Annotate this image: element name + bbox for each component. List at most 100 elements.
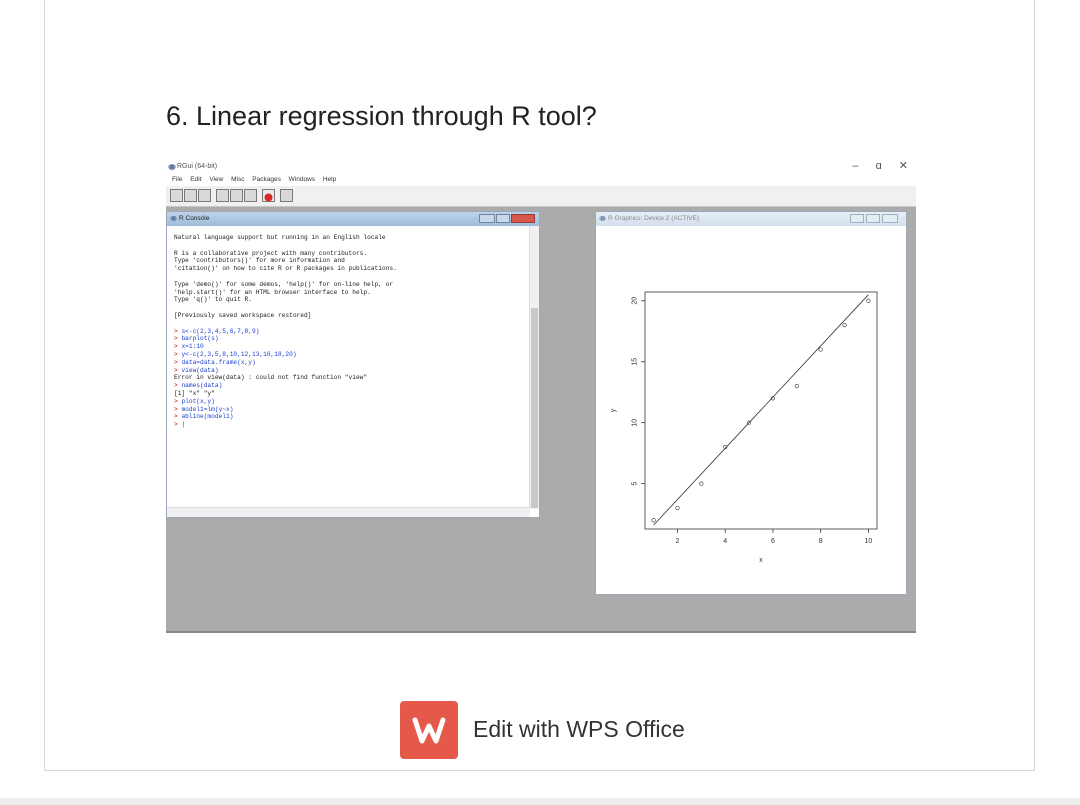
mdi-bottom-edge [166,631,916,633]
console-prompt: > [174,358,182,366]
console-output-line: R is a collaborative project with many c… [174,249,368,257]
y-tick-label: 10 [632,419,639,427]
graphics-close-icon[interactable] [882,214,898,223]
console-command-text: names(data) [181,382,223,390]
x-tick-label: 8 [819,538,823,545]
x-tick-label: 4 [723,538,727,545]
data-point [818,347,823,352]
console-prompt: > [174,327,182,335]
paste-icon[interactable] [230,189,243,202]
console-prompt: > [174,421,182,429]
console-output[interactable]: Natural language support but running in … [174,234,524,429]
mdi-workspace: R R Console Natural language support but… [166,207,916,632]
console-prompt: > [174,397,182,405]
load-workspace-icon[interactable] [184,189,197,202]
x-tick-label: 10 [865,538,873,545]
console-output-line [174,242,524,250]
console-output-line: 'help.start()' for an HTML browser inter… [174,288,371,296]
console-command-text: barplot(s) [181,335,219,343]
data-point [651,518,656,523]
rgui-titlebar: R RGui (64-bit) – ɑ ✕ [166,160,916,174]
console-output-line: [1] "x" "y" [174,389,215,397]
console-command-line: > names(data) [174,382,524,390]
console-minimize-icon[interactable] [479,214,495,223]
page-border-bottom [44,770,1035,771]
console-command-text: data=data.frame(x,y) [181,358,256,366]
stop-icon[interactable] [262,189,275,202]
console-output-line: 'citation()' on how to cite R or R packa… [174,265,397,273]
copy-icon[interactable] [216,189,229,202]
rgui-title: RGui (64-bit) [177,163,218,170]
console-prompt: > [174,350,182,358]
console-output-line [174,273,524,281]
console-prompt: > [174,413,182,421]
r-graphics-window: R R Graphics: Device 2 (ACTIVE) 5 10 15 20 … [595,211,907,595]
x-tick-label: 6 [771,538,775,545]
y-tick-label: 15 [632,358,639,366]
wps-edit-link[interactable]: Edit with WPS Office [473,716,685,742]
data-point [794,384,799,389]
r-logo-icon: R [168,164,176,171]
console-command-line: > data=data.frame(x,y) [174,359,524,367]
r-console-titlebar: R R Console [167,212,539,226]
save-icon[interactable] [198,189,211,202]
data-point [746,420,752,425]
wps-office-logo[interactable] [400,701,458,759]
minimize-icon[interactable]: – [852,160,859,172]
console-horizontal-scrollbar[interactable] [167,507,530,517]
console-output-line: Natural language support but running in … [174,234,386,241]
plot-box [644,291,878,530]
graphics-maximize-icon[interactable] [866,214,880,223]
console-command-text: plot(x,y) [181,397,215,405]
r-graphics-title: R Graphics: Device 2 (ACTIVE) [608,215,700,222]
console-output-line: Type 'contributors()' for more informati… [174,257,345,265]
r-logo-icon: R [170,215,177,222]
print-icon[interactable] [280,189,293,202]
menu-view[interactable]: View [209,176,224,183]
menu-file[interactable]: File [172,176,183,183]
console-prompt: > [174,343,182,351]
console-command-line: > barplot(s) [174,335,524,343]
close-icon[interactable]: ✕ [898,160,908,172]
embedded-screenshot: R RGui (64-bit) – ɑ ✕ File Edit View Mis… [166,160,916,633]
console-command-line: > view(data) [174,367,524,375]
restore-icon[interactable]: ɑ [875,160,882,172]
console-command-line: > model1=lm(y~x) [174,406,524,414]
x-axis-label: x [759,557,763,564]
graphics-minimize-icon[interactable] [850,214,864,223]
console-output-line [174,304,524,312]
copy-paste-icon[interactable] [244,189,257,202]
menu-edit[interactable]: Edit [190,176,202,183]
r-graphics-titlebar: R R Graphics: Device 2 (ACTIVE) [596,212,906,226]
page-border-right [1034,0,1035,770]
console-command-line: > plot(x,y) [174,398,524,406]
r-logo-icon: R [599,215,606,222]
menu-packages[interactable]: Packages [252,176,281,183]
wps-w-icon [412,717,446,744]
console-command-line: > s<-c(2,3,4,5,6,7,8,9) [174,328,524,336]
console-command-line: > y<-c(2,3,5,8,10,12,13,16,18,20) [174,351,524,359]
data-point [842,323,847,328]
console-output-line: [Previously saved workspace restored] [174,311,312,319]
menu-misc[interactable]: Misc [231,176,245,183]
console-prompt: > [174,382,182,390]
console-maximize-icon[interactable] [496,214,510,223]
console-output-line: Type 'q()' to quit R. [174,296,252,304]
svg-text:R: R [170,165,175,171]
bottom-strip [0,798,1080,805]
console-command-text: y<-c(2,3,5,8,10,12,13,16,18,20) [181,350,297,358]
menu-windows[interactable]: Windows [288,176,316,183]
menu-help[interactable]: Help [322,176,337,183]
rgui-toolbar [166,186,916,207]
console-vertical-scrollbar[interactable] [529,226,539,509]
data-point [699,481,704,486]
scatter-plot: 5 10 15 20 2 4 6 8 10 x y [610,291,878,564]
open-script-icon[interactable] [170,189,183,202]
console-close-icon[interactable] [511,214,535,223]
console-command-text: x=1:10 [181,343,204,351]
r-console-title: R Console [179,215,210,222]
page-heading: 6. Linear regression through R tool? [166,101,597,131]
svg-text:R: R [172,217,176,222]
y-tick-label: 5 [632,482,639,486]
y-axis-label: y [610,408,617,412]
